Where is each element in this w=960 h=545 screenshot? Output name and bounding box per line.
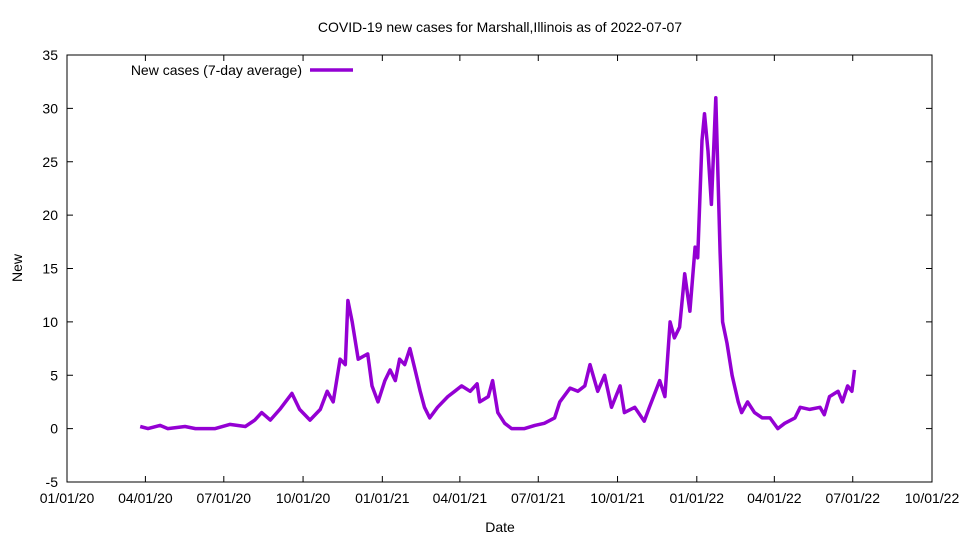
x-tick-label: 04/01/20 xyxy=(118,490,173,506)
legend: New cases (7-day average) xyxy=(131,62,353,78)
chart-title: COVID-19 new cases for Marshall,Illinois… xyxy=(318,19,682,35)
y-tick-label: 10 xyxy=(42,314,58,330)
x-tick-label: 07/01/20 xyxy=(197,490,252,506)
x-tick-label: 10/01/22 xyxy=(905,490,960,506)
x-tick-label: 01/01/20 xyxy=(40,490,95,506)
x-tick-label: 04/01/21 xyxy=(433,490,488,506)
x-tick-label: 01/01/21 xyxy=(355,490,410,506)
x-tick-label: 07/01/21 xyxy=(511,490,566,506)
x-axis-label: Date xyxy=(485,519,515,535)
x-tick-label: 04/01/22 xyxy=(747,490,802,506)
y-axis-label: New xyxy=(9,253,25,282)
y-tick-label: 5 xyxy=(50,367,58,383)
y-tick-label: 15 xyxy=(42,261,58,277)
x-tick-label: 10/01/20 xyxy=(276,490,331,506)
x-tick-label: 07/01/22 xyxy=(825,490,880,506)
x-tick-label: 10/01/21 xyxy=(590,490,645,506)
y-tick-label: 25 xyxy=(42,154,58,170)
y-tick-label: 0 xyxy=(50,421,58,437)
y-tick-label: 30 xyxy=(42,100,58,116)
y-tick-label: 35 xyxy=(42,47,58,63)
axis-ticks: 01/01/20 04/01/20 07/01/20 10/01/20 01/01/21… xyxy=(40,47,960,506)
x-tick-label: 01/01/22 xyxy=(670,490,725,506)
y-tick-label: 20 xyxy=(42,207,58,223)
y-tick-label: -5 xyxy=(46,474,59,490)
legend-label: New cases (7-day average) xyxy=(131,62,302,78)
series-line-new-cases xyxy=(139,95,857,431)
